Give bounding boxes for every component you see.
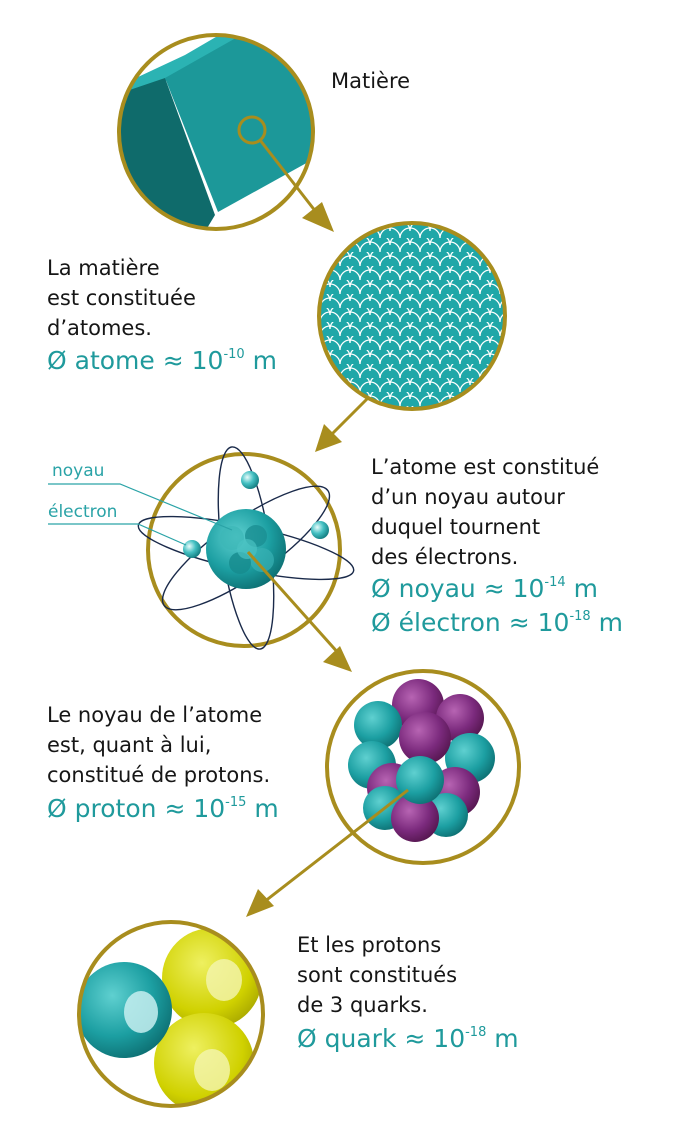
neutron — [354, 701, 402, 749]
atom-description-line: des électrons. — [371, 545, 519, 569]
nucleus-leader — [48, 483, 233, 531]
atoms-description-line: d’atomes. — [47, 316, 152, 340]
arrow-1-head — [302, 202, 334, 232]
arrow-3 — [246, 551, 342, 656]
arrow-1 — [258, 139, 318, 213]
atoms-description: La matière est constituée d’atomes. — [47, 253, 196, 343]
atom-circle — [48, 446, 355, 650]
electron — [311, 521, 329, 539]
electron-leader — [48, 523, 187, 546]
atoms-description-line: La matière — [47, 256, 160, 280]
electron-label: électron — [48, 502, 118, 522]
quark-description-line: Et les protons — [297, 933, 442, 957]
atom-description-line: duquel tournent — [371, 515, 541, 539]
quark-description: Et les protons sont constitués de 3 quar… — [297, 930, 457, 1020]
proton — [399, 712, 451, 764]
atom-description: L’atome est constitué d’un noyau autour … — [371, 452, 599, 572]
nucleus-circle — [325, 669, 521, 865]
nucleus-label: noyau — [52, 461, 105, 481]
quark-description-line: de 3 quarks. — [297, 993, 428, 1017]
matter-circle — [117, 33, 315, 231]
quark-description-line: sont constitués — [297, 963, 458, 987]
matter-title: Matière — [331, 69, 411, 93]
proton-size: Ø proton ≈ 10-15 m — [47, 794, 279, 823]
arrow-4-head — [246, 889, 274, 917]
atom-size: Ø atome ≈ 10-10 m — [47, 346, 278, 375]
zoom-marker-icon — [237, 115, 267, 145]
arrow-2 — [328, 396, 370, 438]
atoms-description-line: est constituée — [47, 286, 196, 310]
arrow-4 — [263, 788, 409, 904]
quark-size: Ø quark ≈ 10-18 m — [297, 1024, 519, 1053]
nucleus-description-line: est, quant à lui, — [47, 733, 212, 757]
nucleus-description-line: Le noyau de l’atome — [47, 703, 263, 727]
quark — [79, 962, 172, 1058]
arrow-2-head — [315, 424, 342, 452]
neutron — [396, 756, 444, 804]
nucleus-description: Le noyau de l’atome est, quant à lui, co… — [47, 700, 270, 790]
electron-size: Ø électron ≈ 10-18 m — [371, 608, 623, 637]
arrow-3-head — [323, 646, 352, 672]
proton — [391, 794, 439, 842]
nucleus-description-line: constitué de protons. — [47, 763, 271, 787]
atom-description-line: L’atome est constitué — [371, 455, 600, 479]
nucleus-size: Ø noyau ≈ 10-14 m — [371, 574, 598, 603]
electron — [241, 471, 259, 489]
quarks-circle — [77, 920, 265, 1108]
electron — [183, 540, 201, 558]
atoms-circle — [317, 221, 507, 411]
atom-description-line: d’un noyau autour — [371, 485, 565, 509]
